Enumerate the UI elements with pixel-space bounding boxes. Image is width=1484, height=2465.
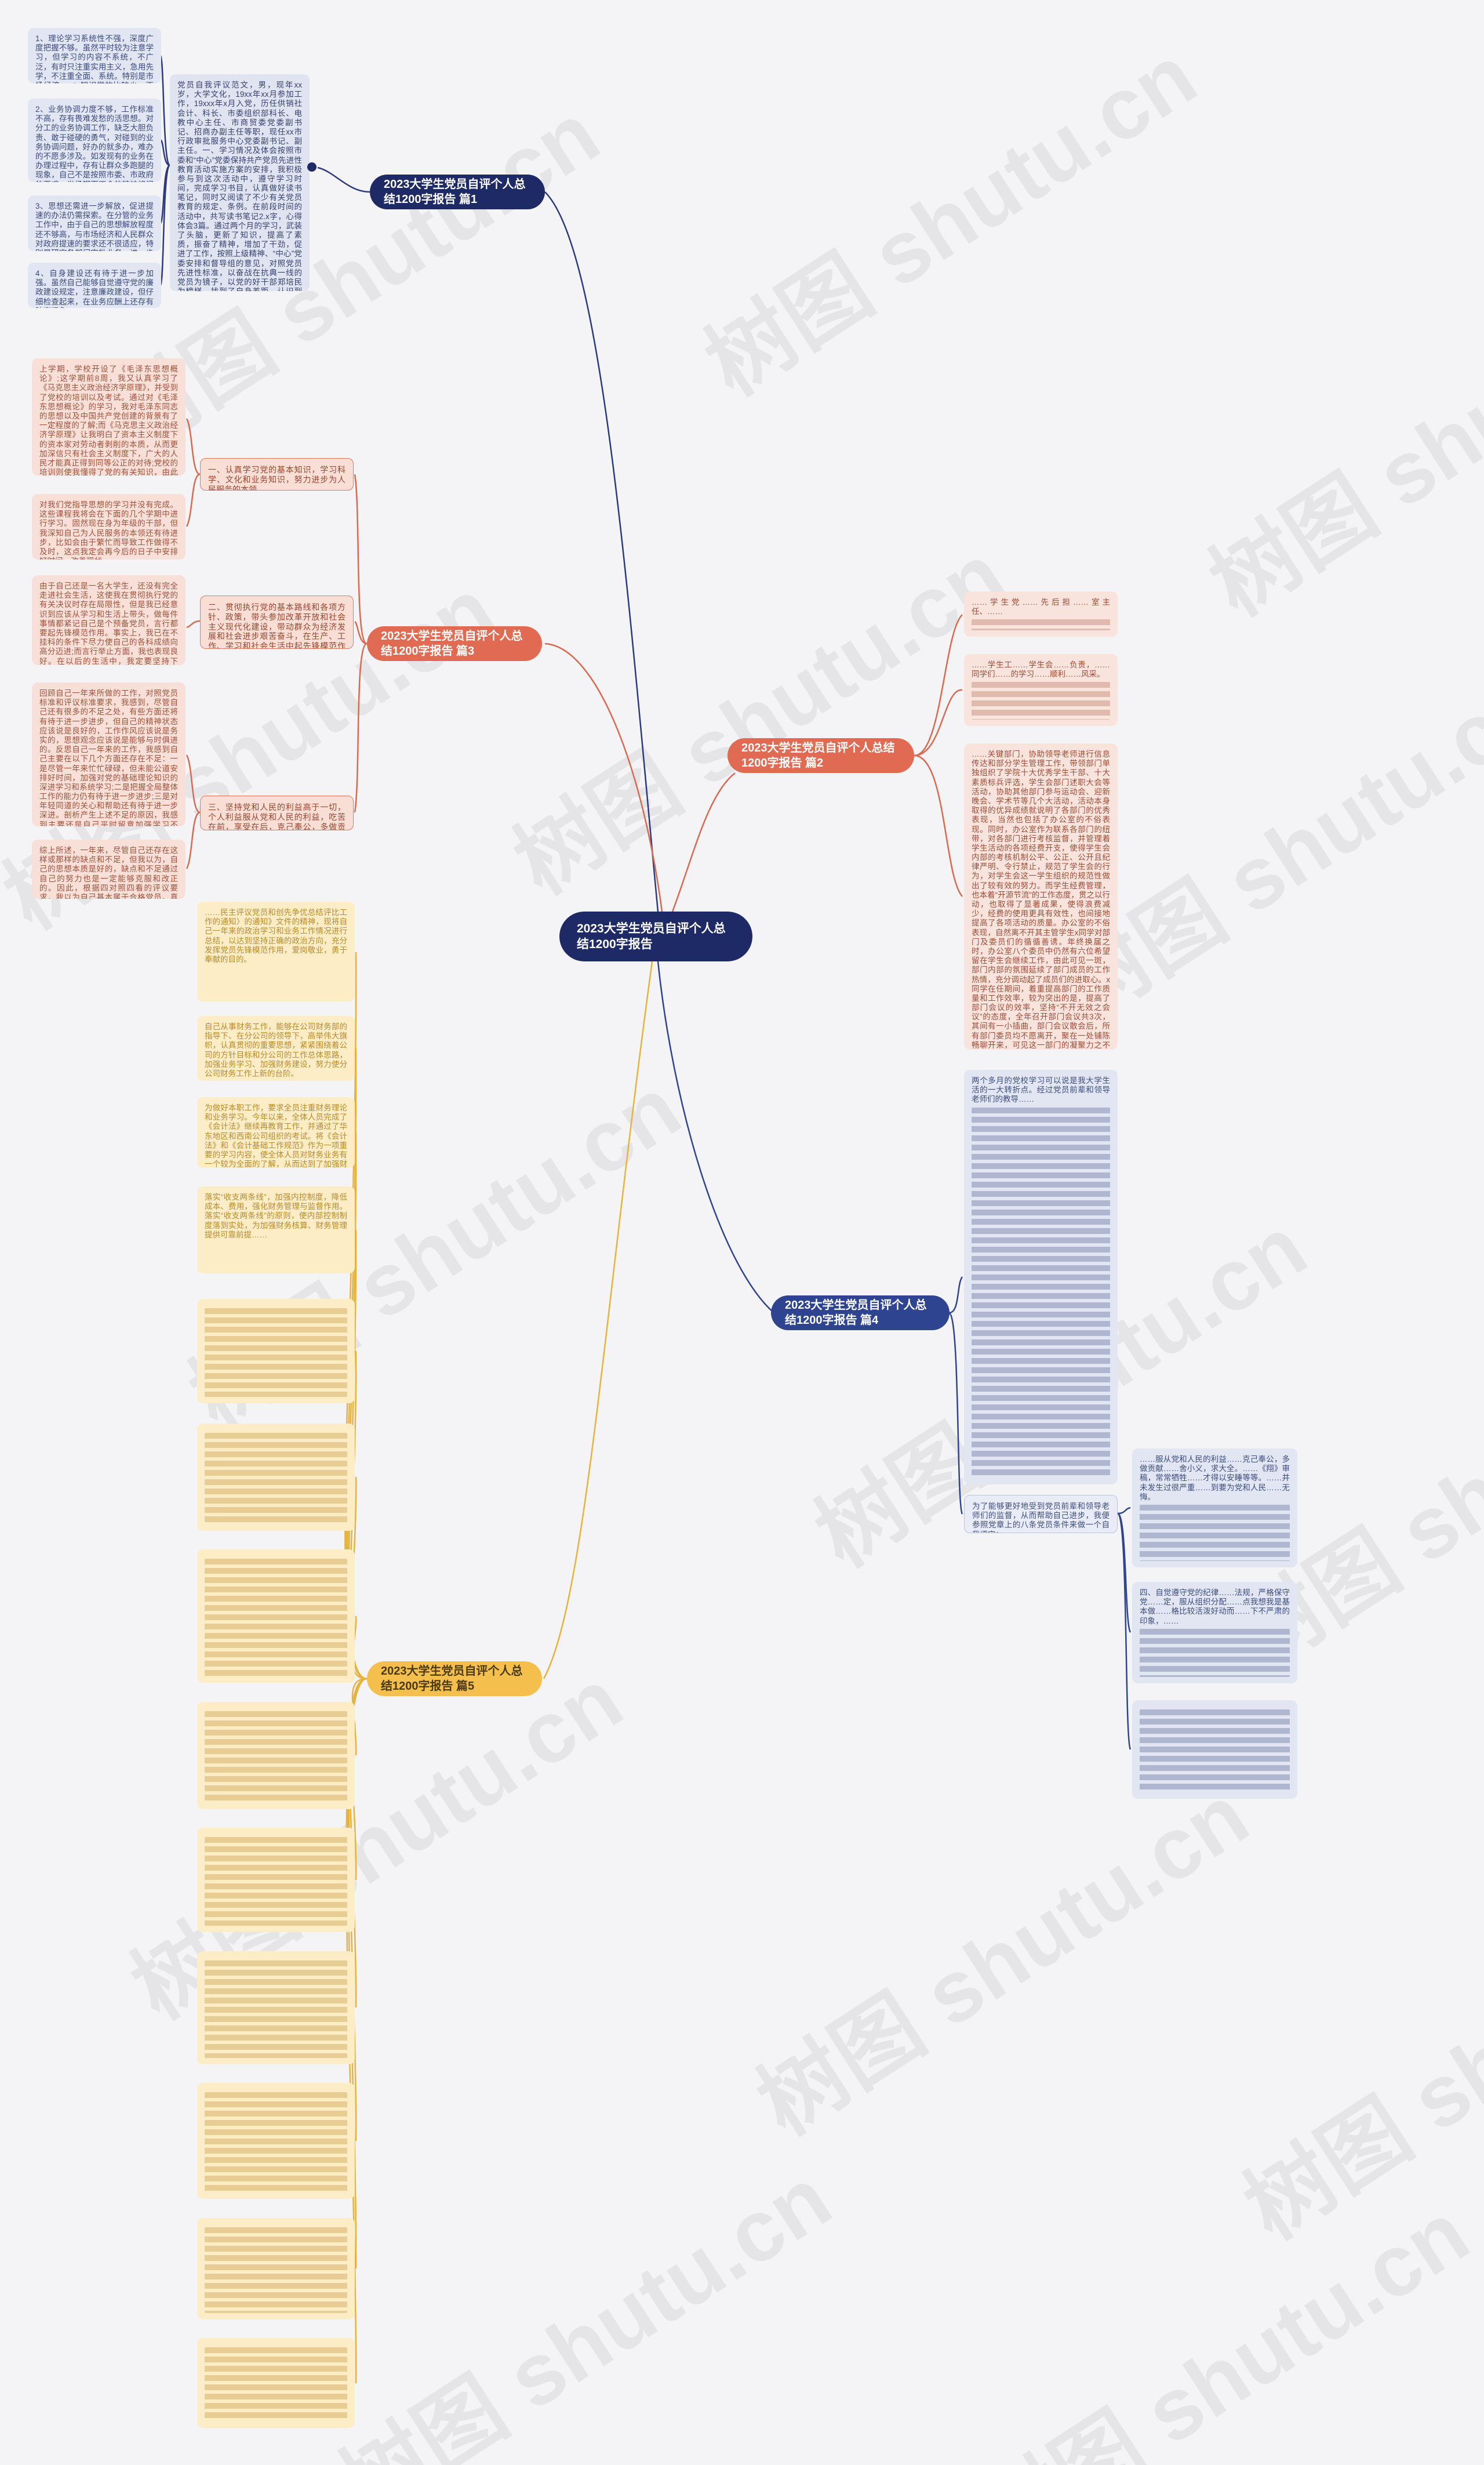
self-review-summary-box[interactable]: 党员自我评议范文，男，现年xx岁，大学文化，19xx年xx月参加工作，19xxx…: [170, 74, 310, 291]
illegible-text: [972, 682, 1110, 720]
illegible-text: [205, 1961, 347, 2058]
illegible-text: [205, 1559, 347, 1676]
rating-box-5[interactable]: [1132, 1700, 1297, 1799]
finance-box-7[interactable]: [197, 1549, 355, 1683]
finance-box-9[interactable]: [197, 1828, 355, 1932]
rating-box-4[interactable]: 四、自觉遵守党的纪律……法规，严格保守党……定，服从组织分配……点我想我是基本做…: [1132, 1582, 1297, 1683]
finance-box-6[interactable]: [197, 1424, 355, 1531]
finance-box-10[interactable]: [197, 1951, 355, 2064]
para-box-student[interactable]: 由于自己还是一名大学生，还没有完全走进社会生活，这使我在贯彻执行党的有关决议时存…: [32, 575, 186, 665]
illegible-text: [205, 1711, 347, 1803]
illegible-text: [205, 2347, 347, 2422]
para-box-intro[interactable]: ……学生党……先后担……室主任、……: [964, 591, 1118, 637]
point-box-3[interactable]: 三、坚持党和人民的利益高于一切，个人利益服从党和人民的利益，吃苦在前，享受在后，…: [200, 796, 354, 830]
para-box-study[interactable]: 上学期，学校开设了《毛泽东思想概论》;这学期前8周，我又认真学习了《马克思主义政…: [32, 358, 186, 475]
para-box-duty[interactable]: ……学生工……学生会……负责，……同学们……的学习……顺利……风采。: [964, 654, 1118, 726]
illegible-text: [205, 2092, 347, 2192]
illegible-text: [205, 2227, 347, 2313]
finance-box-3[interactable]: 为做好本职工作，要求全员注重财务理论和业务学习。今年以来，全体人员完成了《会计法…: [197, 1097, 355, 1168]
illegible-text: [205, 1308, 347, 1397]
collapse-hub-icon[interactable]: [307, 162, 317, 172]
illegible-text: [1140, 1709, 1290, 1792]
branch-node-pian4[interactable]: 2023大学生党员自评个人总结1200字报告 篇4: [771, 1295, 950, 1330]
issue-box-2[interactable]: 2、业务协调力度不够，工作标准不高，存有畏难发愁的活思想。对分工的业务协调工作，…: [28, 99, 161, 182]
branch-node-pian3[interactable]: 2023大学生党员自评个人总结1200字报告 篇3: [367, 626, 542, 661]
para-box-review[interactable]: 回顾自己一年来所做的工作，对照党员标准和评议标准要求，我感到，尽管自己还有很多的…: [32, 682, 186, 826]
finance-box-12[interactable]: [197, 2218, 355, 2319]
illegible-text: [1140, 1628, 1290, 1677]
point-box-1[interactable]: 一、认真学习党的基本知识，学习科学、文化和业务知识，努力进步为人民服务的本领。: [200, 458, 354, 491]
finance-box-4[interactable]: 落实“收支两条线”，加强内控制度，降低成本、费用，强化财务管理与监督作用。落实“…: [197, 1186, 355, 1273]
issue-box-1[interactable]: 1、理论学习系统性不强，深度广度把握不够。虽然平时较为注意学习，但学习的内容不系…: [28, 28, 161, 84]
central-topic-node[interactable]: 2023大学生党员自评个人总结1200字报告: [559, 912, 752, 961]
finance-box-8[interactable]: [197, 1702, 355, 1809]
point-box-2[interactable]: 二、贯彻执行党的基本路线和各项方针、政策，带头参加改革开放和社会主义现代化建设，…: [200, 596, 354, 649]
para-box-partyschool[interactable]: 两个多月的党校学习可以说是我大学生活的一大转折点。经过党员前辈和领导老师们的教导…: [964, 1070, 1118, 1484]
issue-box-4[interactable]: 4、自身建设还有待于进一步加强。虽然自己能够自觉遵守党的廉政建设规定，注意廉政建…: [28, 263, 161, 308]
illegible-text: [1140, 1504, 1290, 1561]
issue-box-3[interactable]: 3、思想还需进一步解放，促进提速的办法仍需探索。在分管的业务工作中，由于自己的思…: [28, 195, 161, 251]
branch-node-pian1[interactable]: 2023大学生党员自评个人总结1200字报告 篇1: [370, 175, 545, 209]
para-box-selfrating[interactable]: 为了能够更好地受到党员前辈和领导老师们的监督，从而帮助自己进步，我便参照党章上的…: [964, 1495, 1118, 1533]
illegible-text: [972, 1107, 1110, 1478]
finance-box-11[interactable]: [197, 2083, 355, 2199]
para-box-guiding[interactable]: 对我们党指导思想的学习并没有完成。这些课程我将会在下面的几个学期中进行学习。固然…: [32, 494, 186, 560]
illegible-text: [205, 1837, 347, 1926]
finance-box-13[interactable]: [197, 2338, 355, 2428]
illegible-text: [972, 619, 1110, 630]
finance-box-2[interactable]: 自己从事财务工作，能够在公司财务部的指导下、在分公司的领导下，高举伟大旗帜，认真…: [197, 1016, 355, 1081]
para-box-conclusion[interactable]: 综上所述，一年来，尽管自己还存在这样或那样的缺点和不足，但我以为，自己的思想本质…: [32, 840, 186, 899]
branch-node-pian2[interactable]: 2023大学生党员自评个人总结1200字报告 篇2: [728, 738, 914, 773]
rating-box-3[interactable]: ……服从党和人民的利益……克己奉公，多做贡献……舍小义，求大全。……《翔》审稿，…: [1132, 1448, 1297, 1567]
finance-box-5[interactable]: [197, 1299, 355, 1403]
branch-node-pian5[interactable]: 2023大学生党员自评个人总结1200字报告 篇5: [367, 1661, 542, 1696]
finance-box-1[interactable]: ……民主评议党员和创先争优总结评比工作的通知〉的通知》文件的精神，现将自己一年来…: [197, 902, 355, 1001]
illegible-text: [205, 1433, 347, 1524]
para-box-office-work[interactable]: ……关键部门，协助领导老师进行信息传达和部分学生管理工作，带领部门单独组织了学院…: [964, 743, 1118, 1050]
